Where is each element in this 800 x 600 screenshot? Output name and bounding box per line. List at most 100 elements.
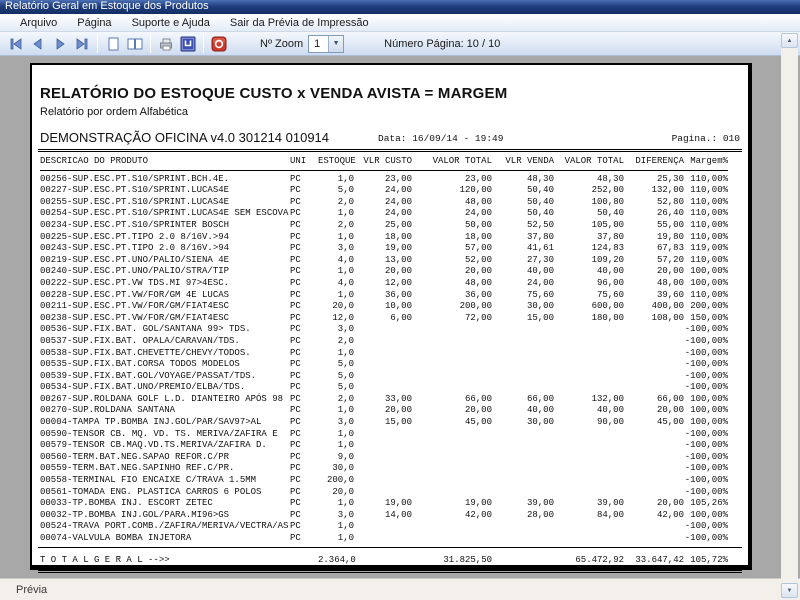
report-table-body: 00256-SUP.ESC.PT.S10/SPRINT.BCH.4E. PC 1,0…	[40, 170, 728, 545]
table-cell: 108,00	[651, 312, 684, 323]
table-cell: 55,00	[656, 219, 684, 230]
table-cell: PC	[290, 277, 301, 288]
table-cell: 45,00	[464, 417, 492, 428]
table-cell: 00267-SUP.ROLDANA GOLF L.D. DIANTEIRO AP…	[40, 393, 284, 404]
menu-suporte-e-ajuda[interactable]: Suporte e Ajuda	[131, 16, 210, 29]
table-cell: 66,00	[656, 393, 684, 404]
table-cell: 20,0	[332, 301, 354, 312]
table-cell: 30,0	[332, 463, 354, 474]
table-cell: 96,00	[596, 277, 624, 288]
next-page-button[interactable]	[49, 34, 71, 54]
table-cell: 00255-SUP.ESC.PT.S10/SPRINT.LUCAS4E	[40, 196, 230, 207]
print-button[interactable]	[155, 34, 177, 54]
table-cell	[354, 463, 412, 475]
table-cell: PC	[290, 533, 301, 543]
table-cell: 42,00	[656, 509, 684, 520]
table-row: 00270-SUP.ROLDANA SANTANA PC 1,0 20,00 20,00…	[40, 405, 728, 417]
table-cell: 90,00	[596, 417, 624, 428]
close-preview-button[interactable]	[208, 34, 230, 54]
two-page-icon	[127, 38, 143, 49]
table-cell: 110,00%	[690, 231, 728, 242]
table-cell: PC	[290, 208, 301, 219]
table-cell: 00219-SUP.ESC.PT.UNO/PALIO/SIENA 4E	[40, 254, 230, 265]
print-icon	[160, 38, 172, 50]
table-cell: 37,80	[526, 231, 554, 242]
table-cell: 00539-SUP.FIX.BAT.GOL/VOYAGE/PASSAT/TDS.	[40, 370, 257, 381]
first-page-button[interactable]	[5, 34, 27, 54]
table-cell: 40,00	[526, 405, 554, 416]
last-page-icon	[76, 37, 88, 50]
table-cell: 2,0	[337, 196, 354, 207]
total-cell: 65.472,92	[575, 554, 624, 565]
table-cell: PC	[290, 324, 301, 335]
table-cell: 00561-TOMADA ENG. PLASTICA CARROS 6 POLO…	[40, 486, 262, 497]
previous-page-button[interactable]	[27, 34, 49, 54]
vertical-scrollbar[interactable]: ▲ ▼	[781, 33, 798, 598]
report-page: RELATÓRIO DO ESTOQUE CUSTO x VENDA AVIST…	[30, 63, 752, 573]
table-cell: PC	[290, 347, 301, 358]
table-cell: 00228-SUP.ESC.PT.VW/FOR/GM 4E LUCAS	[40, 289, 230, 300]
table-cell: 00238-SUP.ESC.PT.VW/FOR/GM/FIAT4ESC	[40, 312, 230, 323]
table-cell: PC	[290, 509, 301, 520]
table-cell: 36,00	[384, 289, 412, 300]
table-cell	[554, 382, 624, 394]
report-company: DEMONSTRAÇÃO OFICINA v4.0 301214 010914	[40, 130, 330, 145]
table-cell: 1,0	[337, 498, 354, 509]
table-cell: 00240-SUP.ESC.PT.UNO/PALIO/STRA/TIP	[40, 266, 230, 277]
total-cell: T O T A L G E R A L -->>	[40, 554, 170, 565]
table-cell	[354, 429, 412, 441]
table-cell: 00225-SUP.ESC.PT.TIPO 2.0 8/16V.>94	[40, 231, 230, 242]
table-cell	[492, 463, 554, 475]
window-title: Relatório Geral em Estoque dos Produtos	[5, 0, 209, 12]
table-cell: PC	[290, 196, 301, 207]
table-cell: 2,0	[337, 219, 354, 230]
table-cell	[624, 521, 684, 533]
table-cell: 30,00	[526, 417, 554, 428]
table-row: 00227-SUP.ESC.PT.S10/SPRINT.LUCAS4E PC 5,0…	[40, 185, 728, 197]
menu-arquivo[interactable]: Arquivo	[20, 16, 58, 29]
single-page-view-button[interactable]	[102, 34, 124, 54]
table-cell: -100,00%	[684, 382, 728, 393]
last-page-button[interactable]	[71, 34, 93, 54]
table-cell: 20,00	[656, 498, 684, 509]
scroll-down-button[interactable]: ▼	[781, 583, 798, 598]
table-cell	[492, 336, 554, 348]
table-cell: 48,30	[526, 173, 554, 184]
table-cell: PC	[290, 312, 301, 323]
table-row: 00536-SUP.FIX.BAT. GOL/SANTANA 99> TDS. P…	[40, 324, 728, 336]
table-cell: 00222-SUP.ESC.PT.VW TDS.MI 97>4ESC.	[40, 277, 230, 288]
table-cell	[412, 371, 492, 383]
table-cell	[354, 382, 412, 394]
table-cell: PC	[290, 289, 301, 300]
table-cell: -100,00%	[684, 463, 728, 474]
scroll-up-button[interactable]: ▲	[781, 33, 798, 48]
table-row: 00074-VALVULA BOMBA INJETORA PC 1,0 -100,00…	[40, 533, 728, 545]
table-cell: 200,00%	[690, 301, 728, 312]
table-cell	[624, 371, 684, 383]
table-cell: 25,30	[656, 173, 684, 184]
table-cell: 00033-TP.BOMBA INJ. ESCORT ZETEC	[40, 498, 213, 509]
menu-pagina[interactable]: Página	[77, 16, 112, 29]
previous-page-icon	[33, 37, 42, 50]
zoom-select[interactable]: 1 ▼	[308, 34, 345, 53]
table-cell: 5,0	[337, 185, 354, 196]
table-row: 00267-SUP.ROLDANA GOLF L.D. DIANTEIRO AP…	[40, 394, 728, 406]
table-cell: 33,00	[384, 393, 412, 404]
table-cell: 18,00	[384, 231, 412, 242]
table-cell	[554, 475, 624, 487]
two-page-view-button[interactable]	[124, 34, 146, 54]
table-cell: 9,0	[337, 451, 354, 462]
table-cell	[624, 440, 684, 452]
toolbar: Nº Zoom 1 ▼ Número Página: 10 / 10	[0, 32, 800, 56]
table-cell: PC	[290, 231, 301, 242]
table-cell: PC	[290, 243, 301, 254]
table-cell	[354, 324, 412, 336]
table-cell: 57,20	[656, 254, 684, 265]
table-cell: 150,00%	[690, 312, 728, 323]
preview-area[interactable]: RELATÓRIO DO ESTOQUE CUSTO x VENDA AVIST…	[0, 57, 800, 578]
zoom-dropdown-button[interactable]: ▼	[328, 35, 344, 52]
print-setup-button[interactable]	[177, 34, 199, 54]
menu-sair-da-previa[interactable]: Sair da Prévia de Impressão	[229, 16, 369, 29]
table-cell	[554, 533, 624, 545]
table-cell: 132,00	[591, 393, 624, 404]
